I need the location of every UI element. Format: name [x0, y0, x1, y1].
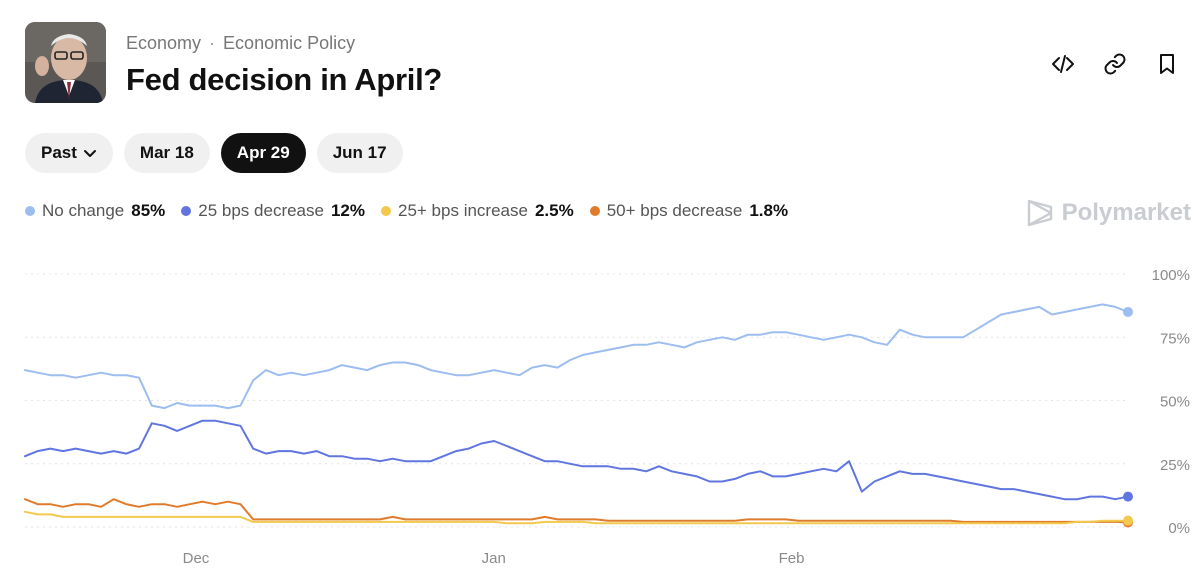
subcategory-link[interactable]: Economic Policy — [223, 33, 356, 53]
series-line-25-bps-decrease — [24, 419, 1129, 501]
tab-jun-17[interactable]: Jun 17 — [316, 133, 403, 173]
legend-name: 25+ bps increase — [398, 201, 528, 220]
legend-value: 2.5% — [534, 201, 574, 220]
tab-apr-29[interactable]: Apr 29 — [220, 133, 306, 173]
page-title: Fed decision in April? — [126, 62, 443, 97]
copy-link-button[interactable] — [1101, 50, 1129, 78]
legend-dot — [25, 206, 35, 216]
tab-past-label: Past — [41, 143, 77, 162]
legend-dot — [589, 206, 600, 216]
polymarket-logo-icon — [1027, 199, 1052, 227]
chart-legend: No change 85% 25 bps decrease 12% 25+ bp… — [25, 201, 788, 221]
legend-item-25-bps-increase: 25+ bps increase 2.5% — [381, 201, 574, 221]
series-line-25-bps-increase — [24, 510, 1129, 525]
y-tick-label: 25% — [1160, 457, 1190, 474]
tab-mar-18[interactable]: Mar 18 — [123, 133, 210, 173]
header-actions — [1049, 50, 1181, 78]
embed-button[interactable] — [1049, 50, 1077, 78]
legend-item-50-bps-decrease: 50+ bps decrease 1.8% — [589, 201, 789, 221]
legend-value: 1.8% — [749, 201, 789, 220]
tab-past[interactable]: Past — [25, 133, 113, 173]
category-link[interactable]: Economy — [126, 33, 202, 53]
series-end-point — [1123, 306, 1133, 317]
y-tick-label: 50% — [1160, 394, 1190, 411]
series-line-no-change — [24, 303, 1129, 410]
breadcrumb: Economy · Economic Policy — [126, 33, 355, 54]
legend-value: 85% — [131, 201, 166, 220]
legend-item-no-change: No change 85% — [25, 201, 165, 221]
market-image — [25, 22, 106, 103]
series-end-point — [1123, 491, 1133, 502]
x-tick-label: Feb — [779, 550, 805, 567]
tab-mar-18-label: Mar 18 — [139, 143, 194, 162]
legend-item-25-bps-decrease: 25 bps decrease 12% — [181, 201, 365, 221]
y-tick-label: 100% — [1152, 267, 1190, 284]
legend-name: 25 bps decrease — [198, 201, 324, 220]
tab-apr-29-label: Apr 29 — [236, 143, 290, 162]
y-tick-label: 0% — [1168, 520, 1190, 537]
bookmark-button[interactable] — [1153, 50, 1181, 78]
series-line-50-bps-decrease — [24, 498, 1129, 524]
series-end-point — [1123, 515, 1133, 526]
bookmark-icon — [1160, 54, 1174, 74]
polymarket-watermark: Polymarket — [1026, 198, 1191, 228]
link-icon — [1104, 53, 1126, 75]
x-tick-label: Jan — [482, 550, 506, 567]
breadcrumb-separator: · — [209, 33, 216, 53]
brand-name: Polymarket — [1061, 199, 1191, 226]
code-icon — [1052, 55, 1074, 73]
y-tick-label: 75% — [1160, 330, 1190, 347]
legend-value: 12% — [330, 201, 365, 220]
legend-name: No change — [42, 201, 125, 220]
legend-name: 50+ bps decrease — [606, 201, 743, 220]
legend-dot — [181, 206, 192, 216]
chevron-down-icon — [83, 150, 96, 157]
tab-jun-17-label: Jun 17 — [332, 143, 387, 162]
x-tick-label: Dec — [183, 550, 210, 567]
date-tabs: Past Mar 18 Apr 29 Jun 17 — [25, 133, 403, 173]
legend-dot — [381, 206, 391, 216]
probability-chart: 100% 75% 50% 25% 0% Dec Jan Feb — [24, 267, 1190, 567]
